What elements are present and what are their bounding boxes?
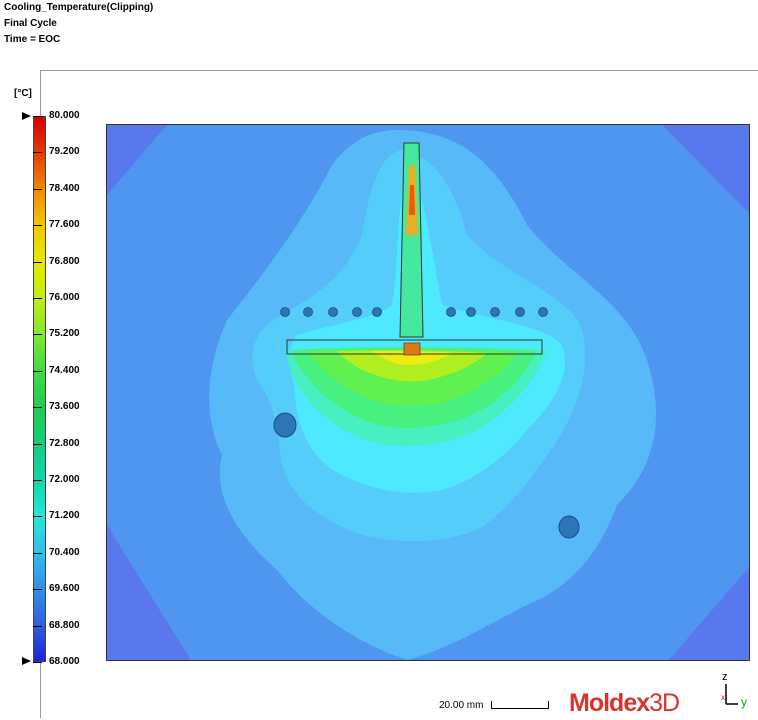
colorbar-tick bbox=[33, 626, 42, 627]
axis-z-label: z bbox=[722, 671, 728, 683]
colorbar-tick-label: 73.600 bbox=[49, 401, 80, 412]
colorbar-tick bbox=[33, 189, 42, 190]
colorbar-tick-label: 72.800 bbox=[49, 438, 80, 449]
colorbar-tick-label: 68.000 bbox=[49, 656, 80, 667]
colorbar-tick bbox=[33, 480, 42, 481]
moldex3d-logo: Moldex3D bbox=[569, 689, 680, 717]
colorbar-tick bbox=[33, 444, 42, 445]
cooling-channel-row bbox=[280, 307, 548, 317]
cooling-channel bbox=[303, 307, 313, 317]
colorbar-tick bbox=[33, 116, 42, 117]
colorbar-tick-label: 75.200 bbox=[49, 328, 80, 339]
axis-y-label: y bbox=[741, 695, 747, 709]
result-title: Cooling_Temperature(Clipping) bbox=[4, 2, 154, 13]
colorbar-tick bbox=[33, 553, 42, 554]
colorbar-tick bbox=[33, 262, 42, 263]
colorbar-tick bbox=[33, 589, 42, 590]
cooling-channel bbox=[490, 307, 500, 317]
part-rib-hotter bbox=[409, 185, 415, 215]
color-legend-bar bbox=[33, 116, 46, 662]
contour-svg bbox=[107, 125, 749, 660]
colorbar-tick-label: 71.200 bbox=[49, 510, 80, 521]
colorbar-tick-label: 74.400 bbox=[49, 365, 80, 376]
colorbar-tick-label: 79.200 bbox=[49, 146, 80, 157]
colorbar-tick bbox=[33, 334, 42, 335]
colorbar-tick-label: 76.000 bbox=[49, 292, 80, 303]
cooling-channel bbox=[352, 307, 362, 317]
axis-x-label: x bbox=[721, 693, 725, 702]
max-slider-handle[interactable] bbox=[22, 112, 31, 120]
scale-label: 20.00 mm bbox=[439, 700, 484, 711]
temperature-contour-plot[interactable] bbox=[106, 124, 750, 661]
scale-bar bbox=[491, 701, 549, 709]
colorbar-tick-label: 80.000 bbox=[49, 110, 80, 121]
cooling-channel bbox=[328, 307, 338, 317]
colorbar-tick-label: 70.400 bbox=[49, 547, 80, 558]
colorbar-tick-label: 76.800 bbox=[49, 256, 80, 267]
corner-bottom-left bbox=[107, 525, 191, 660]
part-rib bbox=[399, 142, 424, 338]
gate-hot bbox=[403, 342, 421, 356]
colorbar-tick bbox=[33, 516, 42, 517]
colorbar-tick bbox=[33, 152, 42, 153]
colorbar-tick-label: 77.600 bbox=[49, 219, 80, 230]
colorbar-tick-label: 78.400 bbox=[49, 183, 80, 194]
colorbar-tick-label: 69.600 bbox=[49, 583, 80, 594]
cooling-channel bbox=[372, 307, 382, 317]
colorbar-tick bbox=[33, 371, 42, 372]
zone-yellow-green bbox=[337, 350, 487, 382]
axis-triad[interactable]: z y x bbox=[716, 670, 758, 715]
colorbar-unit: [°C] bbox=[14, 88, 32, 99]
cooling-channel bbox=[515, 307, 525, 317]
cooling-channel bbox=[538, 307, 548, 317]
cycle-label: Final Cycle bbox=[4, 18, 57, 29]
time-label: Time = EOC bbox=[4, 34, 61, 45]
corner-top-right bbox=[662, 125, 749, 213]
cooling-channel-large-right bbox=[558, 515, 580, 539]
colorbar-tick-label: 68.800 bbox=[49, 620, 80, 631]
min-slider-handle[interactable] bbox=[22, 657, 31, 665]
colorbar-tick-label: 72.000 bbox=[49, 474, 80, 485]
cooling-channel-large-left bbox=[273, 412, 297, 438]
colorbar-tick bbox=[33, 407, 42, 408]
cooling-channel bbox=[446, 307, 456, 317]
cooling-channel bbox=[466, 307, 476, 317]
cooling-channel bbox=[280, 307, 290, 317]
colorbar-tick bbox=[33, 225, 42, 226]
colorbar-tick bbox=[33, 662, 42, 663]
colorbar-tick bbox=[33, 298, 42, 299]
corner-top-left bbox=[107, 125, 167, 195]
